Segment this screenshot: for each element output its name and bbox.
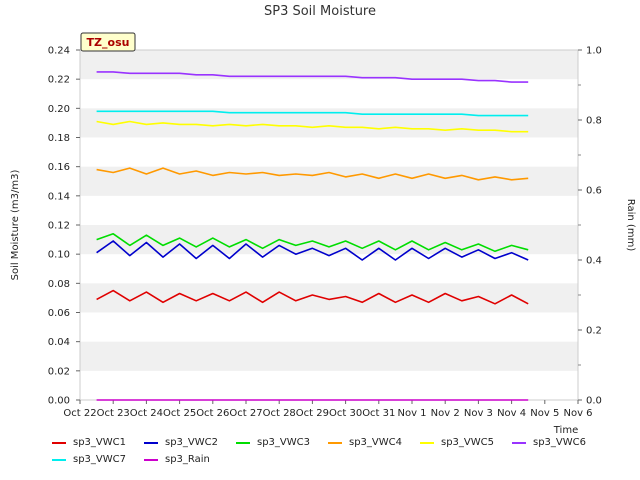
y2-tick-label: 0.8: [586, 116, 602, 127]
series-line-sp3_VWC6: [96, 71, 529, 83]
x-tick-label: Oct 29: [296, 408, 329, 419]
grid-band: [80, 166, 578, 196]
legend-label: sp3_VWC2: [165, 437, 218, 448]
y-tick-label: 0.10: [48, 250, 70, 261]
legend-label: sp3_VWC5: [441, 437, 494, 448]
x-tick-label: Oct 30: [329, 408, 362, 419]
x-tick-label: Oct 26: [196, 408, 229, 419]
legend-swatch: [52, 442, 66, 444]
x-tick-label: Nov 4: [497, 408, 526, 419]
legend-swatch: [512, 442, 526, 444]
x-tick-label: Oct 23: [97, 408, 130, 419]
site-label: TZ_osu: [87, 36, 130, 49]
legend-label: sp3_VWC4: [349, 437, 402, 448]
y-axis-ticks: 0.00 0.02 0.04 0.06 0.08 0.10 0.12 0.14 0.16 0.18…: [48, 46, 80, 407]
legend-label: sp3_VWC3: [257, 437, 310, 448]
legend-swatch: [144, 459, 158, 461]
x-tick-label: Oct 31: [362, 408, 395, 419]
series-line-sp3_VWC5: [96, 120, 529, 133]
grid-band: [80, 50, 578, 80]
y-tick-label: 0.06: [48, 308, 70, 319]
x-tick-label: Oct 22: [63, 408, 96, 419]
series-line-sp3_VWC1: [96, 289, 529, 305]
y2-tick-label: 0.0: [586, 396, 602, 407]
legend-label: sp3_VWC1: [73, 437, 126, 448]
x-tick-label: Oct 28: [263, 408, 296, 419]
series-line-sp3_VWC2: [96, 240, 529, 261]
legend-label: sp3_Rain: [165, 454, 210, 465]
legend-label: sp3_VWC6: [533, 437, 586, 448]
grid-band: [80, 341, 578, 371]
y-tick-label: 0.02: [48, 366, 70, 377]
y-axis-label: Soil Moisture (m3/m3): [10, 170, 21, 281]
x-tick-label: Nov 6: [563, 408, 592, 419]
y-tick-label: 0.12: [48, 221, 70, 232]
legend-label: sp3_VWC7: [73, 454, 126, 465]
y2-tick-label: 0.6: [586, 186, 602, 197]
legend-swatch: [328, 442, 342, 444]
y-tick-label: 0.00: [48, 396, 70, 407]
y-tick-label: 0.18: [48, 133, 70, 144]
x-tick-label: Oct 27: [229, 408, 262, 419]
x-tick-label: Nov 1: [397, 408, 426, 419]
y2-axis-label: Rain (mm): [625, 199, 636, 252]
y2-tick-label: 0.2: [586, 326, 602, 337]
y-tick-label: 0.20: [48, 104, 70, 115]
x-axis-ticks: Oct 22 Oct 23 Oct 24 Oct 25 Oct 26 Oct 27 Oct …: [63, 400, 593, 419]
legend-swatch: [420, 442, 434, 444]
series-lines: [96, 71, 529, 401]
y-tick-label: 0.24: [48, 46, 70, 57]
x-tick-label: Nov 5: [530, 408, 559, 419]
x-tick-label: Oct 24: [130, 408, 163, 419]
y2-axis-ticks: 0.0 0.2 0.4 0.6 0.8 1.0: [578, 46, 602, 407]
x-tick-label: Nov 3: [464, 408, 493, 419]
y-tick-label: 0.16: [48, 162, 70, 173]
legend-swatch: [236, 442, 250, 444]
series-line-sp3_VWC3: [96, 233, 529, 253]
y-tick-label: 0.04: [48, 337, 70, 348]
y2-tick-label: 1.0: [586, 46, 602, 57]
site-label-box: TZ_osu: [80, 32, 136, 52]
y-tick-label: 0.08: [48, 279, 70, 290]
x-tick-label: Oct 25: [163, 408, 196, 419]
grid-band: [80, 283, 578, 313]
background-bands: [80, 50, 578, 371]
x-axis-label: Time: [553, 425, 578, 436]
grid-band: [80, 225, 578, 255]
x-tick-label: Nov 2: [431, 408, 460, 419]
y-tick-label: 0.14: [48, 191, 70, 202]
series-line-sp3_VWC4: [96, 167, 529, 181]
chart-title: SP3 Soil Moisture: [264, 4, 376, 19]
y-tick-label: 0.22: [48, 75, 70, 86]
series-line-sp3_VWC7: [96, 110, 529, 117]
y2-tick-label: 0.4: [586, 256, 602, 267]
legend-swatch: [144, 442, 158, 444]
legend-swatch: [52, 459, 66, 461]
